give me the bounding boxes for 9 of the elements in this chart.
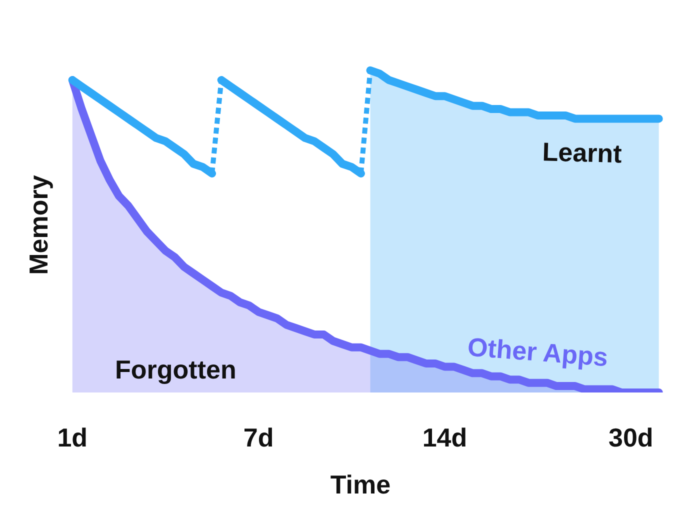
x-tick-label: 14d: [422, 422, 468, 452]
series-label: Other Apps: [466, 332, 610, 372]
annotation: Forgotten: [115, 354, 236, 384]
x-axis-title: Time: [330, 470, 391, 500]
x-tick-label: 1d: [57, 422, 88, 452]
x-tick-label: 30d: [608, 422, 654, 452]
series-label: Learnt: [542, 136, 623, 169]
y-axis-title: Memory: [24, 174, 54, 275]
x-tick-label: 7d: [243, 422, 274, 452]
